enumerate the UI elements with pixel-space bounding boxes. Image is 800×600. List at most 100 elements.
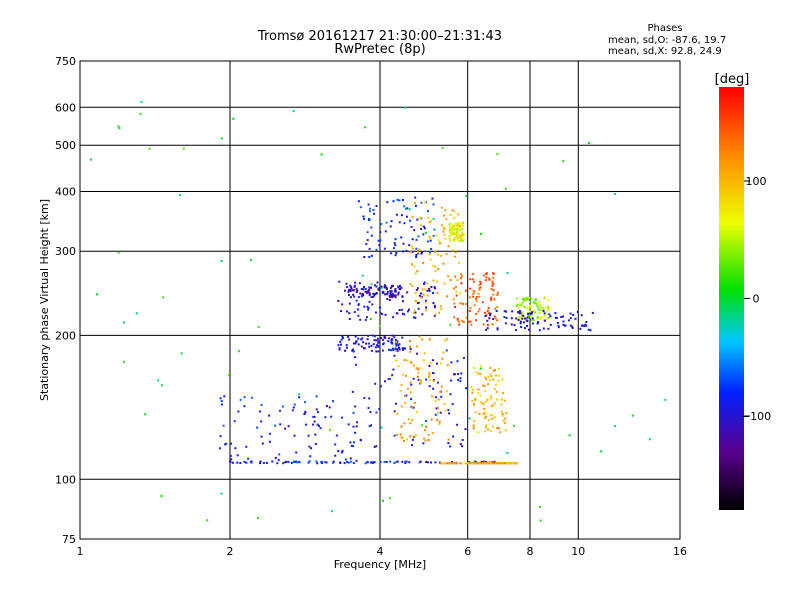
data-point <box>413 364 415 367</box>
data-point <box>527 316 530 319</box>
data-point <box>478 308 481 310</box>
data-point <box>462 321 465 323</box>
data-point <box>511 310 514 313</box>
data-point <box>500 403 503 406</box>
data-point <box>397 291 400 294</box>
x-tick-label: 4 <box>377 545 384 558</box>
data-point <box>492 289 495 292</box>
data-point <box>377 340 380 343</box>
data-point <box>484 400 487 403</box>
data-point <box>224 443 227 446</box>
data-point <box>398 346 400 349</box>
data-point <box>355 425 358 428</box>
y-tick-label: 600 <box>55 101 76 114</box>
data-point <box>249 460 252 463</box>
data-point <box>432 380 435 382</box>
data-point <box>479 462 482 465</box>
data-point <box>451 461 453 463</box>
data-point <box>479 286 482 289</box>
data-point <box>505 462 508 465</box>
data-point <box>444 339 447 342</box>
data-point <box>460 231 463 234</box>
data-point <box>339 461 341 464</box>
data-point <box>487 428 490 431</box>
data-point <box>135 312 138 315</box>
data-point <box>451 226 454 229</box>
data-point <box>278 453 281 456</box>
data-point <box>457 373 460 375</box>
data-point <box>526 320 529 323</box>
data-point <box>430 418 433 421</box>
data-point <box>370 234 373 237</box>
data-point <box>243 405 246 408</box>
data-point <box>457 223 459 226</box>
stats-line-o: mean, sd,O: -87.6, 19.7 <box>608 35 726 46</box>
data-point <box>409 283 412 285</box>
data-point <box>281 405 284 408</box>
data-point <box>398 199 401 202</box>
data-point <box>364 462 367 465</box>
data-point <box>349 441 352 444</box>
data-point <box>340 338 343 341</box>
data-point <box>564 324 566 327</box>
data-point <box>371 303 374 306</box>
data-point <box>537 321 539 324</box>
data-point <box>410 398 413 401</box>
data-point <box>427 439 430 441</box>
data-point <box>308 460 311 463</box>
data-point <box>438 461 441 464</box>
data-point <box>548 313 551 316</box>
data-point <box>393 294 396 297</box>
data-point <box>469 306 472 309</box>
data-point <box>379 461 382 463</box>
data-point <box>576 310 579 313</box>
data-point <box>118 127 121 130</box>
data-point <box>528 328 530 331</box>
data-point <box>340 310 342 313</box>
data-point <box>341 416 343 419</box>
data-point <box>529 301 532 304</box>
data-point <box>403 359 406 361</box>
data-point <box>462 302 464 305</box>
data-point <box>542 327 545 330</box>
data-point <box>417 372 420 375</box>
data-point <box>418 461 421 464</box>
data-point <box>117 125 120 128</box>
data-point <box>368 292 371 295</box>
data-point <box>352 411 355 414</box>
data-point <box>314 433 317 436</box>
data-point <box>351 349 354 352</box>
data-point <box>517 306 520 309</box>
data-point <box>443 228 446 230</box>
y-tick-label: 300 <box>55 245 76 258</box>
data-point <box>492 369 495 372</box>
data-point <box>328 406 331 409</box>
data-point <box>450 233 453 236</box>
x-tick-label: 6 <box>464 545 471 558</box>
y-tick-label: 75 <box>62 533 76 546</box>
data-point <box>540 306 543 309</box>
data-point <box>536 304 539 307</box>
data-point <box>546 317 549 320</box>
data-point <box>295 451 298 454</box>
data-point <box>395 359 398 362</box>
data-point <box>503 462 506 465</box>
data-point <box>385 287 388 289</box>
data-point <box>386 290 389 293</box>
data-point <box>384 286 387 289</box>
data-point <box>370 424 373 427</box>
data-point <box>474 461 477 464</box>
data-point <box>554 312 557 315</box>
data-point <box>360 345 363 348</box>
data-point <box>378 408 381 411</box>
data-point <box>433 228 436 231</box>
data-point <box>504 417 507 420</box>
data-point <box>366 316 368 319</box>
data-point <box>428 289 431 292</box>
data-point <box>482 323 485 326</box>
data-point <box>379 311 382 314</box>
data-point <box>437 398 440 401</box>
data-point <box>477 292 480 295</box>
data-point <box>531 317 534 320</box>
data-point <box>487 418 490 421</box>
